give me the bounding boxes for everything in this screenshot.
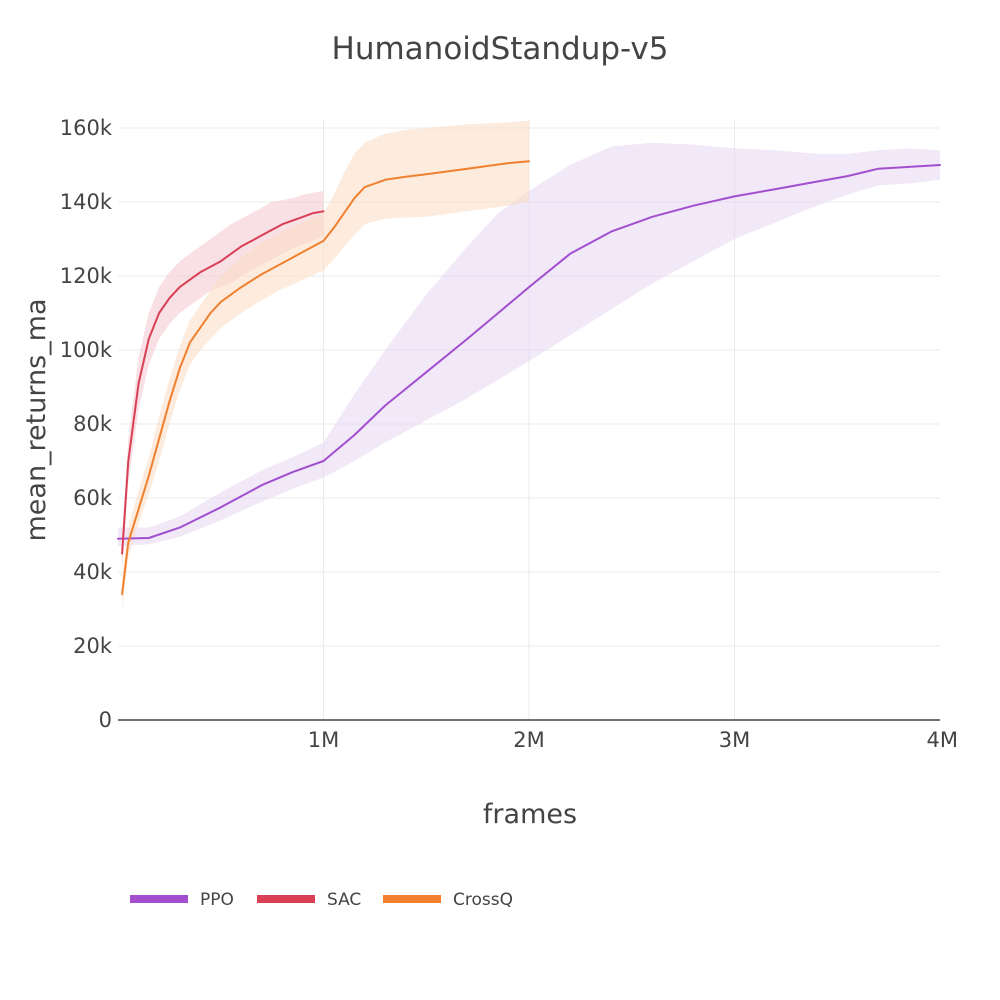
legend-label-sac: SAC — [327, 890, 361, 910]
crossq-confidence-band — [122, 120, 529, 609]
y-tick-label-7: 140k — [60, 190, 113, 214]
x-tick-label-3: 4M — [927, 728, 958, 752]
y-tick-label-6: 120k — [60, 264, 113, 288]
y-tick-label-3: 60k — [73, 486, 113, 510]
chart-title: HumanoidStandup-v5 — [332, 31, 669, 67]
sac-confidence-band — [122, 190, 324, 572]
y-tick-label-4: 80k — [73, 412, 113, 436]
y-tick-label-8: 160k — [60, 116, 113, 140]
x-tick-label-1: 2M — [513, 728, 544, 752]
tick-label-layer: 0 20k 40k 60k 80k 100k 120k 140k 160k 1M 2M 3M 4M — [60, 116, 958, 752]
legend: PPO SAC CrossQ — [130, 890, 513, 910]
y-tick-label-5: 100k — [60, 338, 113, 362]
legend-label-ppo: PPO — [200, 890, 234, 910]
legend-label-crossq: CrossQ — [453, 890, 513, 910]
line-layer — [117, 160, 941, 596]
y-tick-label-0: 0 — [99, 708, 112, 732]
band-layer — [118, 120, 940, 609]
y-axis-title: mean_returns_ma — [21, 298, 52, 541]
sac-series-line — [121, 210, 325, 555]
x-axis-title: frames — [483, 799, 577, 830]
ppo-confidence-band — [118, 142, 940, 547]
ppo-series-line — [117, 164, 941, 540]
x-tick-label-2: 3M — [719, 728, 750, 752]
y-tick-label-2: 40k — [73, 560, 113, 584]
crossq-series-line — [121, 160, 530, 596]
x-tick-label-0: 1M — [308, 728, 339, 752]
y-tick-label-1: 20k — [73, 634, 113, 658]
